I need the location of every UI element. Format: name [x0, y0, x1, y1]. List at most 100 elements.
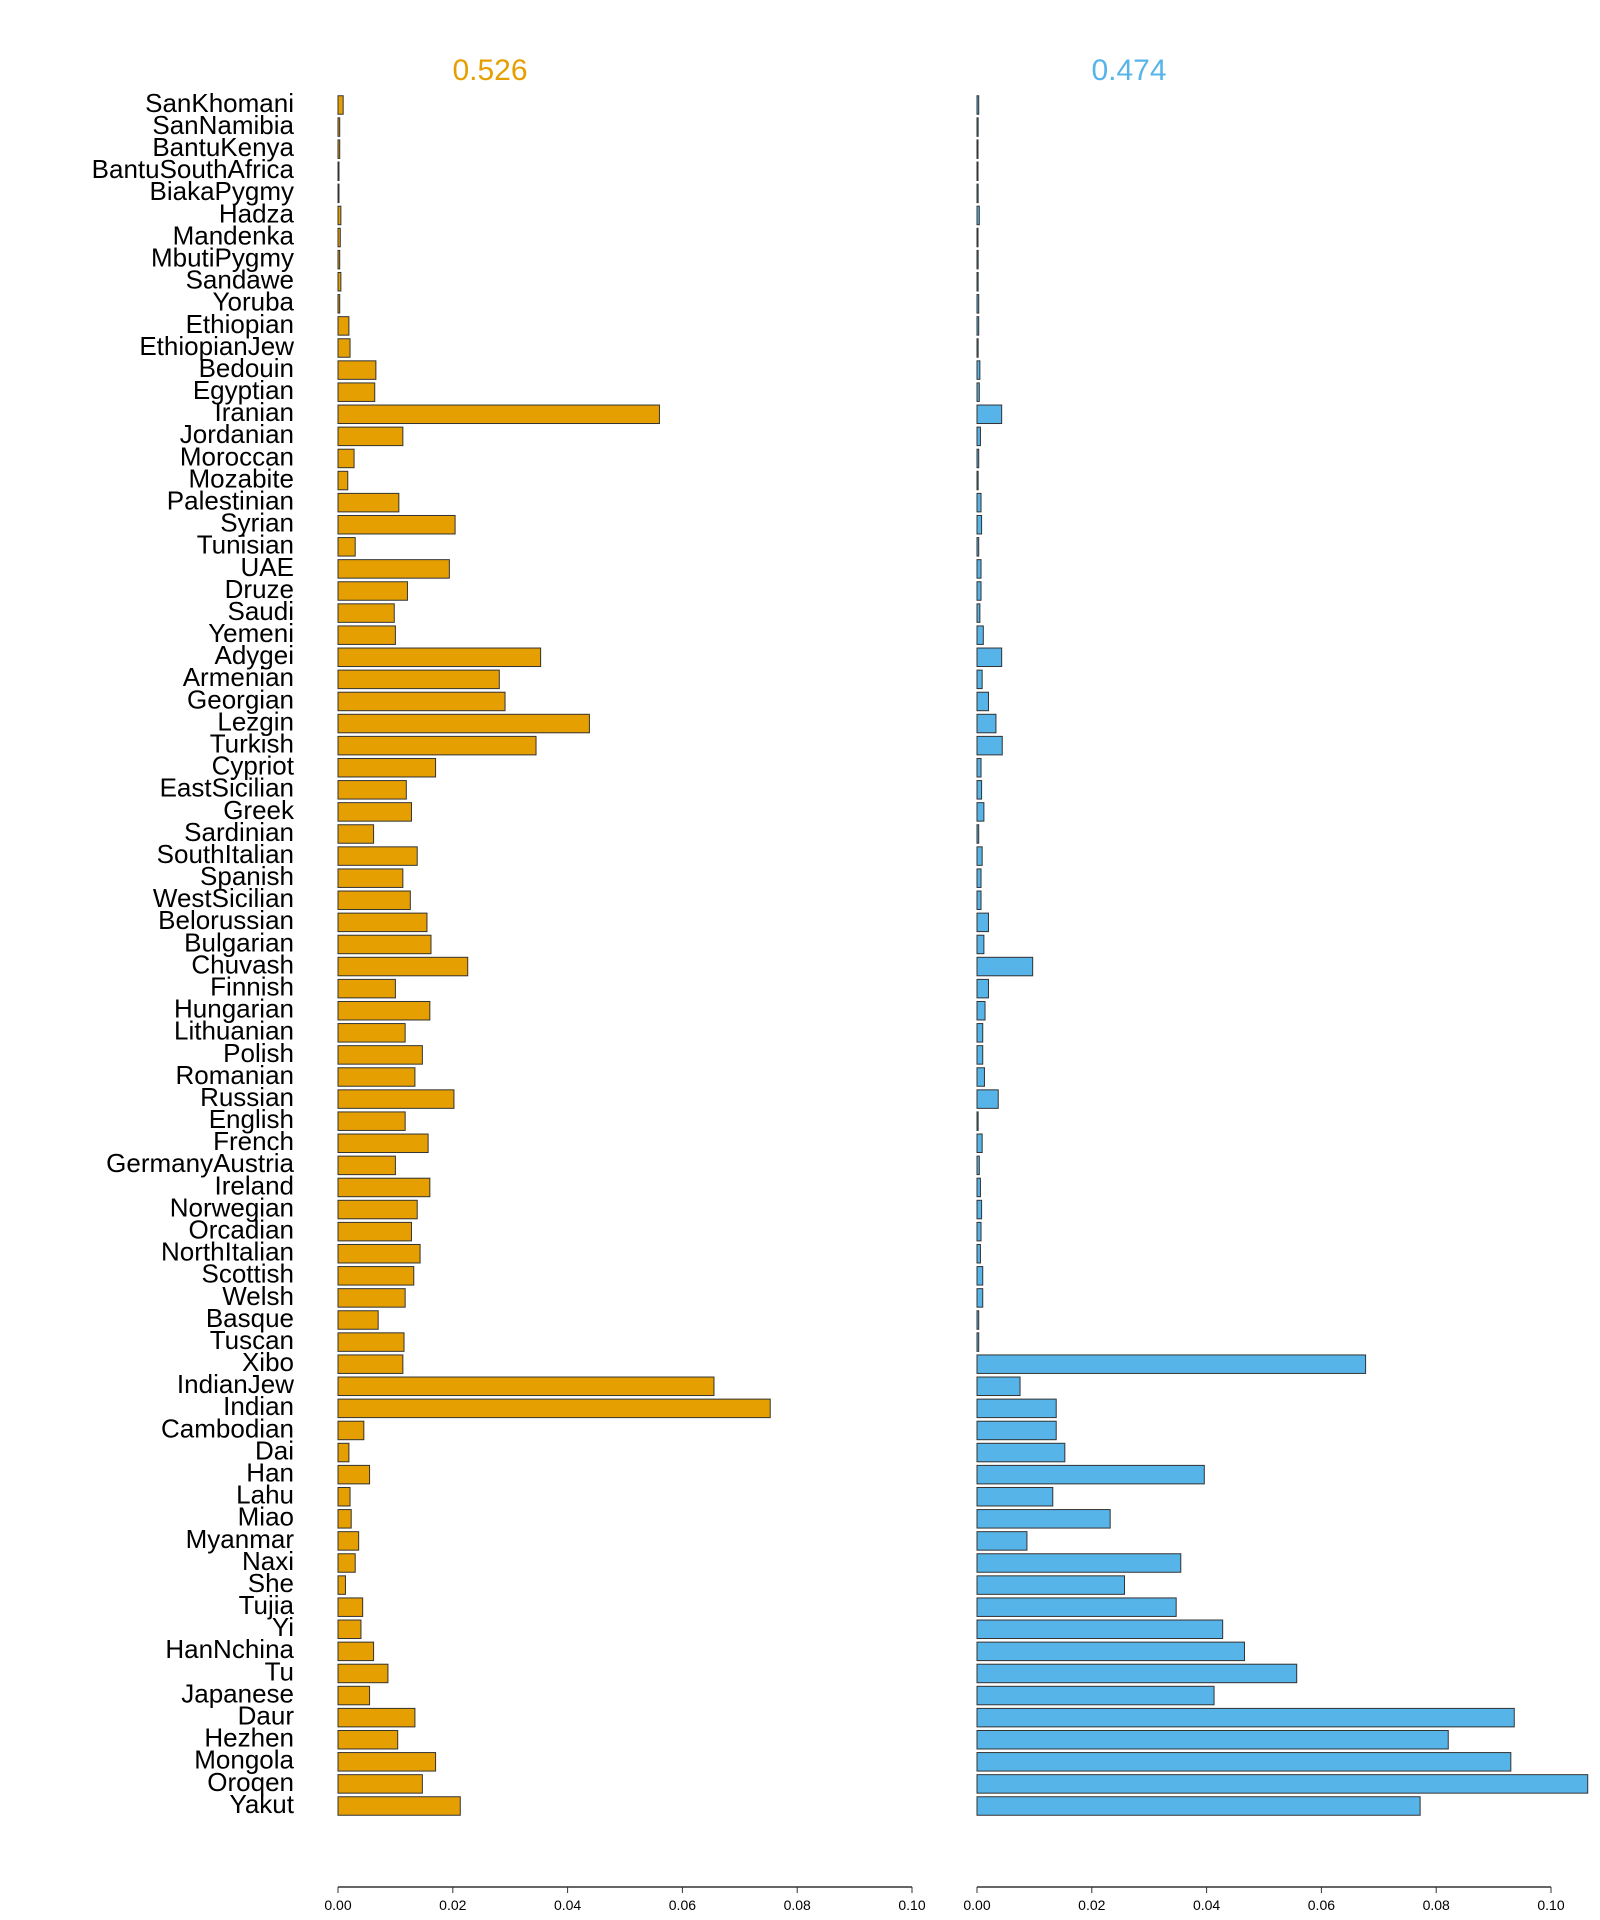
category-label: Lezgin [217, 706, 294, 736]
category-label: BantuSouthAfrica [92, 154, 295, 184]
bar-left-Yemeni [337, 625, 396, 645]
bar-right-Syrian [976, 514, 983, 535]
x-tick-label: 0.06 [669, 1897, 696, 1913]
bar-right-Yemeni [976, 625, 984, 645]
category-label: Sardinian [184, 817, 294, 847]
category-label: Moroccan [180, 441, 294, 471]
category-label: SanKhomani [145, 88, 294, 118]
bar-left-Daur [337, 1707, 416, 1728]
bar-right-Lezgin [976, 713, 997, 734]
bar-left-Hezhen [337, 1729, 399, 1750]
bar-left-Jordanian [337, 426, 404, 447]
category-label: Bulgarian [184, 927, 294, 957]
bar-right-Oroqen [976, 1774, 1589, 1794]
category-label: BantuKenya [152, 132, 294, 162]
bar-right-IndianJew [976, 1376, 1021, 1397]
bar-left-Egyptian [337, 382, 376, 402]
bar-right-UAE [976, 559, 982, 579]
bar-left-Mongola [337, 1752, 437, 1772]
bar-right-Finnish [976, 978, 989, 999]
bar-left-BantuKenya [337, 139, 341, 159]
bar-left-UAE [337, 559, 450, 579]
category-label: Yakut [229, 1789, 294, 1819]
category-label: SouthItalian [157, 839, 294, 869]
category-label: Turkish [210, 729, 294, 759]
bar-right-Tuscan [976, 1332, 980, 1352]
bar-right-Lithuanian [976, 1023, 984, 1043]
category-label: Basque [206, 1303, 294, 1333]
category-label: UAE [241, 552, 294, 582]
category-label: Belorussian [158, 905, 294, 935]
panel-title-right: 0.474 [1091, 54, 1166, 87]
category-label: Miao [238, 1502, 294, 1532]
x-tick-label: 0.02 [439, 1897, 466, 1913]
bar-right-English [976, 1111, 979, 1131]
bar-left-EastSicilian [337, 780, 407, 800]
category-label: Armenian [183, 662, 294, 692]
category-label: Cambodian [161, 1413, 294, 1443]
bar-left-SanKhomani [337, 95, 344, 115]
bar-left-Miao [337, 1509, 352, 1529]
bar-left-Spanish [337, 868, 404, 888]
bar-left-Orcadian [337, 1221, 412, 1242]
bar-right-Greek [976, 802, 985, 822]
bar-right-WestSicilian [976, 890, 982, 911]
bar-left-Yakut [337, 1796, 461, 1816]
bar-left-English [337, 1111, 406, 1131]
category-label: Hungarian [174, 994, 294, 1024]
bar-left-French [337, 1133, 429, 1154]
bar-right-Belorussian [976, 912, 989, 933]
bar-right-Ireland [976, 1177, 981, 1198]
bar-left-Indian [337, 1398, 771, 1419]
x-tick-label: 0.10 [1537, 1897, 1564, 1913]
bar-right-Romanian [976, 1067, 985, 1087]
category-label: Yoruba [213, 287, 295, 317]
category-label: Romanian [175, 1060, 294, 1090]
category-label: Sandawe [186, 265, 294, 295]
bar-right-Polish [976, 1045, 984, 1065]
bar-right-Hungarian [976, 1000, 986, 1021]
bar-right-Daur [976, 1707, 1515, 1728]
bar-left-Hadza [337, 205, 342, 226]
bar-right-Basque [976, 1310, 980, 1330]
bar-left-Japanese [337, 1685, 371, 1706]
x-tick-label: 0.02 [1078, 1897, 1105, 1913]
bar-left-Cypriot [337, 757, 437, 778]
bar-right-Adygei [976, 647, 1003, 668]
category-label: BiakaPygmy [150, 176, 295, 206]
category-label: Mandenka [173, 220, 295, 250]
category-label: Mongola [194, 1745, 294, 1775]
category-label: WestSicilian [153, 883, 294, 913]
bar-left-Sardinian [337, 824, 375, 844]
x-tick-label: 0.08 [784, 1897, 811, 1913]
bar-right-NorthItalian [976, 1243, 981, 1264]
category-label: Cypriot [212, 751, 295, 781]
bar-left-Georgian [337, 691, 506, 712]
bar-right-Georgian [976, 691, 989, 712]
category-label: Norwegian [170, 1192, 294, 1222]
category-label: Xibo [242, 1347, 294, 1377]
category-label: Ethiopian [186, 309, 294, 339]
bar-right-Turkish [976, 735, 1003, 756]
category-label: EthiopianJew [139, 331, 294, 361]
bar-left-Moroccan [337, 448, 355, 469]
x-tick-label: 0.00 [963, 1897, 990, 1913]
bar-right-Tujia [976, 1597, 1177, 1617]
category-label: Naxi [242, 1546, 294, 1576]
bar-right-Norwegian [976, 1199, 983, 1220]
bar-left-NorthItalian [337, 1243, 421, 1264]
bar-left-She [337, 1575, 346, 1595]
bar-left-Russian [337, 1089, 455, 1109]
bar-left-Sandawe [337, 271, 342, 292]
bar-right-BantuSouthAfrica [976, 161, 979, 182]
bar-left-GermanyAustria [337, 1155, 396, 1176]
panel-title-left: 0.526 [452, 54, 527, 87]
bar-right-Dai [976, 1442, 1066, 1463]
bar-left-Scottish [337, 1266, 415, 1286]
category-label: Spanish [200, 861, 294, 891]
bar-left-Saudi [337, 603, 395, 623]
category-label: Hezhen [204, 1723, 294, 1753]
bar-right-Orcadian [976, 1221, 982, 1242]
bar-right-Moroccan [976, 448, 980, 469]
bar-left-Cambodian [337, 1420, 365, 1441]
